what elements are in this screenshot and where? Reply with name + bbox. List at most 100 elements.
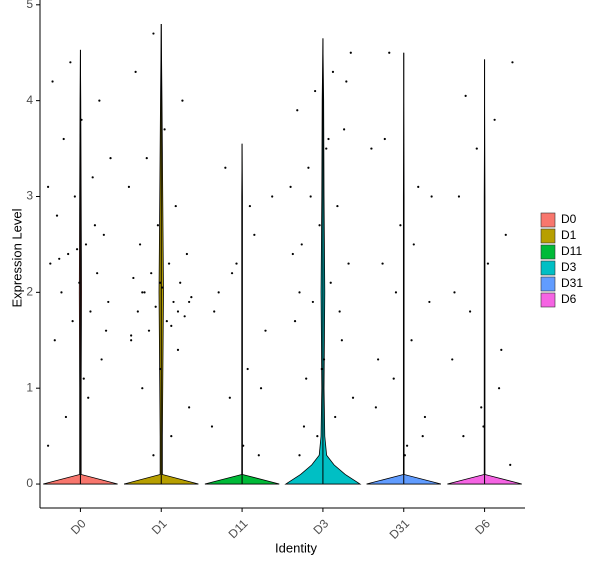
y-tick-label: 0 (26, 476, 33, 490)
point (224, 166, 227, 169)
point (347, 262, 350, 265)
point (150, 272, 153, 275)
point (349, 51, 352, 54)
legend-label: D6 (561, 292, 577, 306)
legend-swatch (540, 292, 556, 308)
point (62, 137, 65, 141)
point (152, 454, 155, 457)
point (46, 444, 50, 447)
point (159, 367, 162, 371)
point (403, 454, 406, 457)
point (298, 291, 301, 294)
point (49, 262, 52, 265)
point (80, 118, 83, 121)
point (230, 272, 234, 275)
point (482, 425, 485, 428)
point (127, 185, 131, 189)
point (383, 137, 386, 141)
y-tick-label: 4 (26, 93, 33, 107)
x-tick-label: D31 (387, 516, 413, 542)
point (334, 415, 337, 419)
point (410, 339, 413, 342)
x-tick-label: D1 (149, 516, 170, 537)
point (318, 224, 321, 227)
point (172, 300, 175, 304)
point (486, 262, 490, 265)
point (51, 80, 54, 83)
point (87, 396, 90, 399)
point (480, 406, 483, 409)
point (399, 224, 402, 227)
point (300, 243, 303, 246)
point (327, 137, 330, 141)
point (147, 329, 151, 332)
point (165, 319, 168, 323)
point (298, 454, 301, 457)
point (159, 281, 162, 284)
y-tick-label: 5 (26, 0, 33, 11)
point (430, 195, 433, 198)
point (102, 233, 105, 236)
point (264, 329, 267, 332)
point (307, 166, 310, 169)
point (381, 262, 384, 265)
point (451, 358, 454, 361)
legend-label: D1 (561, 228, 577, 242)
point (511, 61, 514, 64)
point (291, 252, 294, 256)
point (246, 367, 249, 371)
point (497, 387, 501, 390)
point (58, 257, 61, 260)
point (217, 291, 220, 294)
legend-label: D3 (561, 260, 577, 274)
point (143, 291, 146, 294)
y-axis-title: Expression Level (9, 208, 24, 307)
point (141, 387, 144, 390)
point (185, 252, 188, 256)
point (170, 435, 173, 438)
point (134, 70, 137, 73)
point (64, 415, 68, 419)
point (248, 204, 251, 208)
point (84, 243, 88, 246)
point (457, 195, 461, 198)
point (423, 415, 427, 419)
point (329, 281, 332, 284)
point (336, 204, 339, 208)
point (174, 204, 177, 208)
legend-swatch (540, 276, 556, 292)
point (228, 396, 231, 399)
point (235, 262, 238, 265)
point (152, 32, 155, 35)
point (428, 300, 431, 304)
point (412, 243, 415, 246)
point (331, 70, 335, 73)
point (464, 94, 467, 97)
point (293, 319, 297, 323)
point (109, 157, 112, 160)
point (340, 339, 343, 342)
point (296, 109, 299, 112)
point (73, 195, 76, 198)
point (179, 281, 182, 284)
point (302, 425, 306, 428)
point (104, 329, 108, 332)
point (78, 281, 81, 284)
point (392, 377, 395, 380)
point (107, 300, 110, 304)
point (98, 99, 101, 102)
point (316, 435, 319, 438)
point (453, 291, 456, 294)
point (136, 310, 139, 313)
point (190, 296, 193, 299)
point (311, 300, 314, 304)
point (345, 80, 348, 83)
point (210, 425, 214, 428)
point (69, 61, 72, 64)
point (46, 185, 50, 189)
point (305, 377, 308, 380)
point (325, 147, 328, 150)
point (504, 233, 507, 236)
point (132, 276, 135, 280)
